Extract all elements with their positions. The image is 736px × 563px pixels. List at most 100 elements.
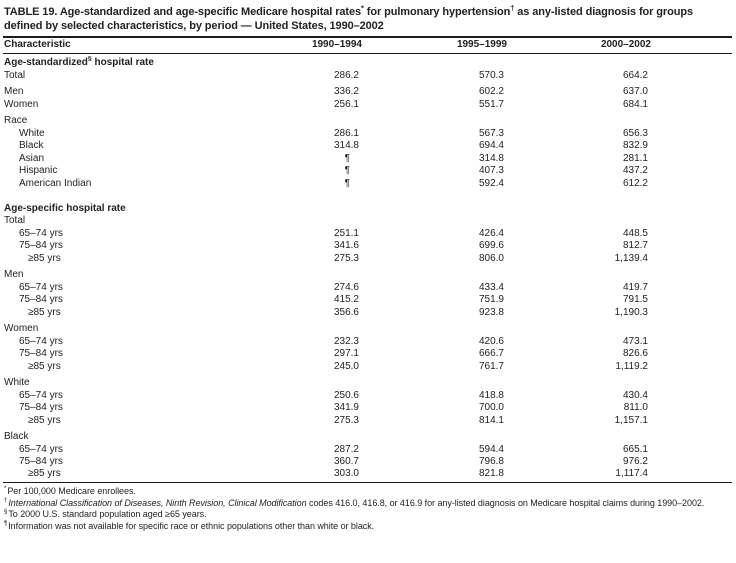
section-header-row: Age-specific hospital rate <box>3 200 732 215</box>
table-row: ≥85 yrs 275.3 814.1 1,157.1 <box>3 414 732 427</box>
row-spacer-cell <box>651 443 732 456</box>
table-row: 75–84 yrs 341.6 699.6 812.7 <box>3 240 732 253</box>
cell-value <box>507 269 651 282</box>
column-header-period-1990-1994: 1990–1994 <box>292 37 362 54</box>
cell-value: 303.0 <box>333 468 359 479</box>
row-spacer-cell <box>651 468 732 483</box>
cell-value: 336.2 <box>333 86 359 97</box>
table-row: ≥85 yrs 275.3 806.0 1,139.4 <box>3 252 732 265</box>
table-row: 65–74 yrs 287.2 594.4 665.1 <box>3 443 732 456</box>
cell-value: ¶ <box>344 165 350 176</box>
table-row: White <box>3 377 732 390</box>
cell-value: 245.0 <box>333 360 359 372</box>
cell-value <box>507 431 651 444</box>
cell-value <box>507 115 651 128</box>
cell-value: ¶ <box>344 177 350 189</box>
cell-value: 286.2 <box>333 69 359 81</box>
table-row: Hispanic ¶ 407.3 437.2 <box>3 165 732 178</box>
row-spacer-cell <box>651 323 732 336</box>
row-label: ≥85 yrs <box>28 468 61 479</box>
cell-value: ¶ <box>344 152 350 164</box>
section-header-label: Age-specific hospital rate <box>4 202 126 214</box>
row-label: ≥85 yrs <box>28 360 61 372</box>
row-label: White <box>4 377 30 388</box>
cell-value: 796.8 <box>478 456 504 467</box>
row-label: 75–84 yrs <box>19 240 63 251</box>
row-label: American Indian <box>19 177 92 189</box>
cell-value: 419.7 <box>622 281 648 293</box>
cell-value: 274.6 <box>333 281 359 293</box>
row-spacer-cell <box>651 335 732 348</box>
cell-value: 430.4 <box>622 389 648 401</box>
cell-value: 360.7 <box>333 456 359 467</box>
cell-value: 821.8 <box>478 468 504 479</box>
cell-value: 814.1 <box>478 414 504 426</box>
cell-value: 275.3 <box>333 414 359 426</box>
cell-value <box>292 431 362 444</box>
cell-value: 415.2 <box>333 294 359 305</box>
cell-value: 602.2 <box>478 86 504 97</box>
cell-value: 665.1 <box>622 443 648 455</box>
cell-value <box>292 215 362 228</box>
row-label: ≥85 yrs <box>28 306 61 318</box>
cell-value: 437.2 <box>622 165 648 176</box>
cell-value: 1,157.1 <box>614 414 648 426</box>
row-spacer-cell <box>651 431 732 444</box>
header-spacer <box>651 37 732 54</box>
cell-value: 341.6 <box>333 240 359 251</box>
row-label: Total <box>4 215 26 226</box>
footnote-marker: ¶ <box>4 519 8 527</box>
cell-value: 297.1 <box>333 348 359 359</box>
cell-value: 806.0 <box>478 252 504 264</box>
cell-value: 656.3 <box>622 127 648 139</box>
cell-value: 286.1 <box>333 127 359 139</box>
cell-value <box>292 323 362 336</box>
row-label: Hispanic <box>19 165 58 176</box>
cell-value <box>507 323 651 336</box>
superscript-marker: § <box>87 55 92 63</box>
row-label: ≥85 yrs <box>28 414 61 426</box>
cell-value: 356.6 <box>333 306 359 318</box>
cell-value: 666.7 <box>478 348 504 359</box>
cell-value: 812.7 <box>622 240 648 251</box>
table-title: TABLE 19. Age-standardized and age-speci… <box>4 3 693 32</box>
cell-value: 684.1 <box>622 98 648 110</box>
cell-value: 751.9 <box>478 294 504 305</box>
row-spacer-cell <box>651 294 732 307</box>
footnote: *Per 100,000 Medicare enrollees. <box>4 485 136 496</box>
row-spacer-cell <box>651 98 732 111</box>
superscript-marker: * <box>361 3 364 13</box>
footnote-marker: * <box>4 485 7 492</box>
cell-value: 314.8 <box>478 152 504 164</box>
footnote: ¶Information was not available for speci… <box>4 519 375 531</box>
row-label: Total <box>4 69 26 81</box>
footnote-marker: § <box>4 508 8 515</box>
cell-value: 1,139.4 <box>614 252 648 264</box>
cell-value: 287.2 <box>333 443 359 455</box>
row-spacer-cell <box>651 252 732 265</box>
table-row: Men 336.2 602.2 637.0 <box>3 86 732 99</box>
cell-value: 448.5 <box>622 227 648 239</box>
cell-value: 811.0 <box>623 402 648 413</box>
row-spacer-cell <box>651 140 732 153</box>
cell-value <box>292 377 362 390</box>
table-row: Total <box>3 215 732 228</box>
table-row: 75–84 yrs 341.9 700.0 811.0 <box>3 402 732 415</box>
row-label: 65–74 yrs <box>19 227 63 239</box>
data-table: Characteristic 1990–1994 1995–1999 2000–… <box>3 36 732 483</box>
superscript-marker: † <box>510 3 515 13</box>
row-label: 65–74 yrs <box>19 335 63 347</box>
spacer-cell <box>3 190 732 200</box>
row-spacer-cell <box>651 456 732 469</box>
table-row: 65–74 yrs 251.1 426.4 448.5 <box>3 227 732 240</box>
cell-value: 592.4 <box>478 177 504 189</box>
cell-value: 281.1 <box>622 152 648 164</box>
row-spacer-cell <box>651 377 732 390</box>
footnotes: *Per 100,000 Medicare enrollees. †Interna… <box>4 485 732 532</box>
section-header-label: Age-standardized§ hospital rate <box>4 55 154 68</box>
cell-value: 433.4 <box>478 281 504 293</box>
header-row: Characteristic 1990–1994 1995–1999 2000–… <box>3 37 732 54</box>
row-label: White <box>19 127 45 139</box>
row-label: Men <box>4 86 24 97</box>
footnote-marker: † <box>4 496 8 504</box>
